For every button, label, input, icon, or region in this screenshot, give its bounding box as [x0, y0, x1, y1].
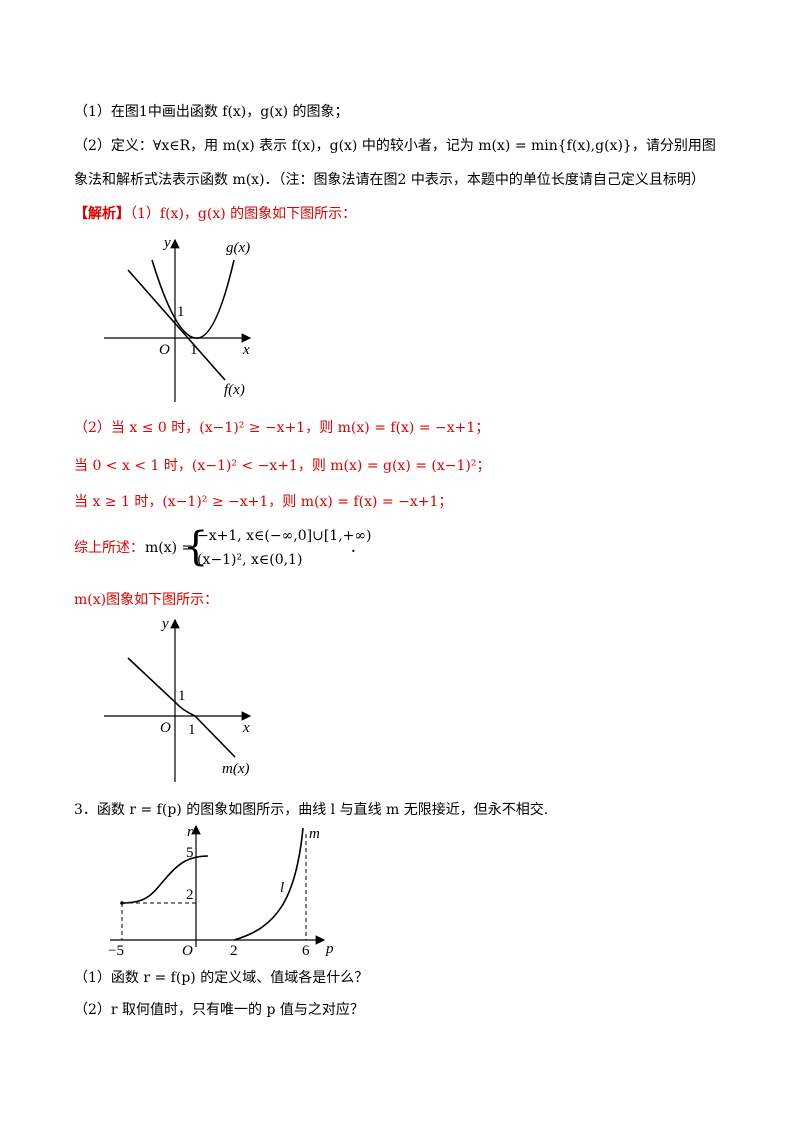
q3-line: 3．函数 r = f(p) 的图象如图所示，曲线 l 与直线 m 无限接近，但永… — [74, 802, 549, 818]
graph2-m-label: m(x) — [222, 761, 249, 777]
graph3-m-label: m — [309, 826, 320, 842]
left-endpoint — [120, 901, 124, 905]
graph1-y-label: y — [162, 235, 171, 251]
q3-sub-2: （2）r 取何值时，只有唯一的 p 值与之对应？ — [74, 1002, 364, 1018]
graph3-p-label: p — [325, 941, 334, 957]
solution-2-line-2: 当 0 < x < 1 时，(x−1)² < −x+1，则 m(x) = g(x… — [74, 458, 491, 474]
m-graph-caption: m(x)图象如下图所示： — [74, 592, 219, 608]
solution-2-line-3: 当 x ≥ 1 时，(x−1)² ≥ −x+1，则 m(x) = f(x) = … — [74, 494, 453, 510]
q1-line: （1）在图1中画出函数 f(x)，g(x) 的图象； — [74, 104, 349, 120]
solution-tag: 【解析】 — [74, 206, 130, 222]
graph1-origin: O — [159, 342, 170, 358]
solution-2-line-1: （2）当 x ≤ 0 时，(x−1)² ≥ −x+1，则 m(x) = f(x)… — [74, 420, 490, 436]
graph3-tick-6: 6 — [302, 943, 310, 959]
graph1-f-label: f(x) — [224, 382, 245, 398]
left-curve — [121, 855, 209, 904]
summary-case-1: −x+1, x∈(−∞,0]∪[1,+∞) — [197, 528, 372, 544]
graph2-origin: O — [160, 720, 171, 736]
solution-1-line: 【解析】（1）f(x)，g(x) 的图象如下图所示： — [74, 204, 356, 224]
piecewise-brace: { — [183, 524, 209, 570]
graph3-r-label: r — [187, 824, 193, 840]
graph2-x-one: 1 — [188, 722, 196, 738]
q2-line-2: 象法和解析式法表示函数 m(x)．（注：图象法请在图2 中表示，本题中的单位长度… — [74, 172, 705, 188]
graph1-x-label: x — [242, 342, 250, 358]
curve-l — [233, 827, 304, 941]
summary-case-2: (x−1)², x∈(0,1) — [197, 552, 303, 568]
graph3-tick-neg5: −5 — [108, 943, 124, 959]
graph3-l-label: l — [280, 880, 284, 896]
graph3-origin: O — [182, 943, 193, 959]
graph2-x-label: x — [242, 720, 250, 736]
summary-label: 综上所述： — [74, 540, 144, 556]
q2-line-1: （2）定义：∀x∈R，用 m(x) 表示 f(x)，g(x) 中的较小者，记为 … — [74, 138, 716, 154]
m-curve — [127, 657, 236, 758]
summary-m: m(x) = — [145, 540, 194, 556]
graph2-y-label: y — [160, 616, 169, 632]
g-curve — [151, 259, 235, 339]
graph2-y-one: 1 — [178, 688, 186, 704]
graph-r-p: r m 5 2 −5 O 2 6 p l — [108, 824, 334, 959]
f-line — [127, 269, 226, 381]
graph-f-g: y x O 1 1 g(x) f(x) — [104, 235, 252, 402]
graph3-tick-2-r: 2 — [186, 887, 194, 903]
graph-m: y x O 1 1 m(x) — [104, 616, 252, 782]
q3-sub-1: （1）函数 r = f(p) 的定义域、值域各是什么？ — [74, 970, 369, 986]
graph1-x-one: 1 — [190, 342, 198, 358]
summary-end: ． — [350, 540, 364, 556]
solution-1-text: （1）f(x)，g(x) 的图象如下图所示： — [130, 206, 357, 222]
graph3-tick-5: 5 — [186, 845, 194, 861]
graph1-g-label: g(x) — [226, 240, 250, 256]
graph3-tick-2-p: 2 — [230, 943, 238, 959]
graph1-y-one: 1 — [177, 304, 185, 320]
